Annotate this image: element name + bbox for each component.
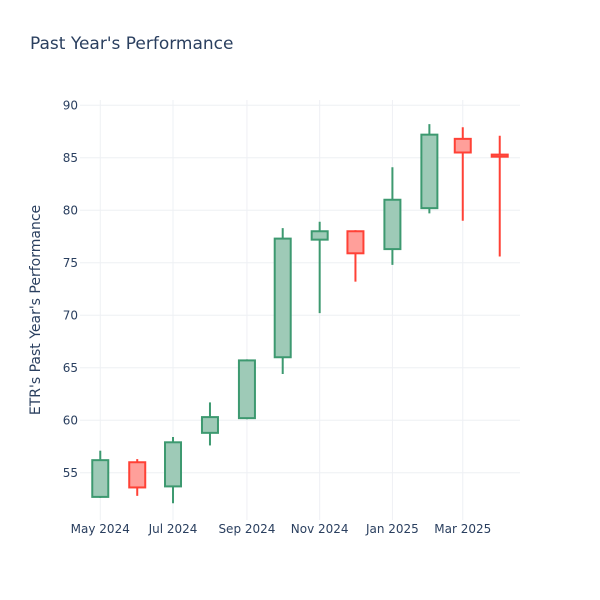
chart-title: Past Year's Performance: [30, 34, 234, 54]
y-tick-label: 80: [63, 203, 78, 217]
candle-body: [273, 237, 292, 359]
candle-increasing: [273, 228, 292, 375]
y-tick-label: 90: [63, 98, 78, 112]
candle-body: [383, 198, 402, 251]
candle-body: [420, 133, 439, 210]
candle-body: [164, 441, 183, 488]
candle-increasing: [383, 167, 402, 265]
candle-body: [200, 416, 219, 434]
x-tick-label: May 2024: [71, 522, 130, 536]
candle-body: [128, 461, 147, 489]
x-tick-label: Sep 2024: [218, 522, 275, 536]
y-tick-label: 65: [63, 361, 78, 375]
candle-body: [490, 153, 509, 158]
y-tick-label: 75: [63, 256, 78, 270]
x-tick-labels: May 2024 Jul 2024 Sep 2024 Nov 2024 Jan 2025…: [71, 522, 492, 536]
candle-body: [237, 359, 256, 420]
x-tick-label: Jul 2024: [148, 522, 198, 536]
y-tick-label: 70: [63, 308, 78, 322]
candle-body: [310, 230, 329, 241]
candle-increasing: [91, 450, 110, 498]
candle-body: [91, 459, 110, 498]
x-tick-label: Jan 2025: [365, 522, 419, 536]
candle-body: [346, 230, 365, 255]
candle-decreasing: [128, 459, 147, 496]
y-tick-labels: 55 60 65 70 75 80 85 90: [63, 98, 78, 480]
y-tick-label: 85: [63, 151, 78, 165]
y-tick-label: 60: [63, 413, 78, 427]
candle-increasing: [164, 437, 183, 504]
candle-increasing: [420, 124, 439, 214]
y-tick-label: 55: [63, 466, 78, 480]
candle-increasing: [200, 402, 219, 446]
candle-decreasing: [453, 127, 472, 221]
candles: [91, 124, 509, 504]
x-tick-label: Nov 2024: [291, 522, 349, 536]
candle-body: [453, 137, 472, 154]
candle-decreasing: [346, 230, 365, 282]
candle-increasing: [310, 221, 329, 314]
x-tick-label: Mar 2025: [434, 522, 491, 536]
grid-lines: [80, 100, 520, 520]
candle-decreasing: [490, 135, 509, 257]
candle-increasing: [237, 359, 256, 420]
